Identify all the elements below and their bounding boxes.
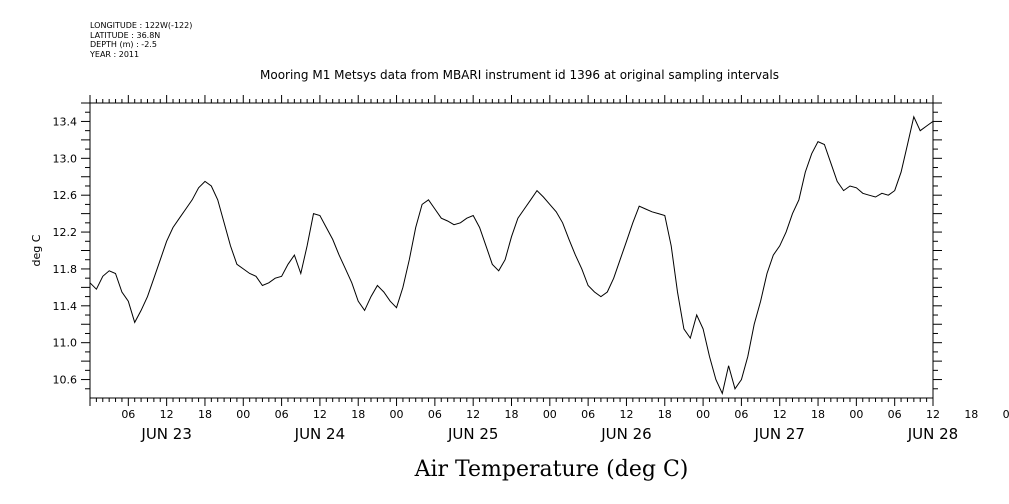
x-tick-label: 00 [1003,408,1009,421]
depth-label: DEPTH (m) : -2.5 [90,40,157,49]
longitude-label: LONGITUDE : 122W(-122) [90,21,193,30]
year-label: YEAR : 2011 [90,49,140,59]
plot-frame [89,102,934,399]
x-tick-label: 18 [198,408,212,421]
x-tick-label: 18 [351,408,365,421]
axis-labels: 06 12 18 00 06 12 18 00 06 12 18 00 06 12 18 00 06 12 18 00… [53,115,1009,443]
y-tick-label: 11.4 [53,300,78,313]
x-tick-label: 18 [658,408,672,421]
series-line-air-temperature [89,115,934,395]
x-tick-label: 18 [505,408,519,421]
x-tick-label: 12 [773,408,787,421]
x-tick-label: 00 [696,408,710,421]
x-tick-label: 06 [581,408,595,421]
x-tick-label: 12 [619,408,633,421]
y-tick-label: 11.0 [53,337,78,350]
latitude-label: LATITUDE : 36.8N [90,30,161,40]
x-tick-label: 06 [428,408,442,421]
x-tick-label: 00 [849,408,863,421]
x-day-label: JUN 26 [600,425,651,443]
x-tick-label: 12 [466,408,480,421]
metadata-block: LONGITUDE : 122W(-122) LATITUDE : 36.8N … [90,21,192,59]
axis-ticks [81,95,942,406]
x-tick-label: 06 [734,408,748,421]
x-tick-label: 12 [313,408,327,421]
x-day-label: JUN 24 [294,425,345,443]
x-tick-label: 06 [275,408,289,421]
y-tick-label: 13.4 [53,115,78,128]
x-tick-label: 12 [160,408,174,421]
x-axis-title: Air Temperature (deg C) [414,457,689,482]
y-tick-label: 13.0 [53,152,78,165]
x-day-label: JUN 28 [907,425,958,443]
y-tick-label: 12.6 [53,189,78,202]
x-tick-label: 06 [888,408,902,421]
x-tick-label: 00 [236,408,250,421]
x-day-label: JUN 25 [447,425,498,443]
chart-title: Mooring M1 Metsys data from MBARI instru… [260,68,779,82]
x-tick-label: 06 [121,408,135,421]
y-axis-label: deg C [30,234,43,266]
x-tick-label: 12 [926,408,940,421]
x-tick-label: 00 [543,408,557,421]
x-tick-label: 18 [811,408,825,421]
y-tick-label: 12.2 [53,226,78,239]
y-tick-label: 11.8 [53,263,78,276]
x-day-label: JUN 23 [140,425,191,443]
x-tick-label: 18 [964,408,978,421]
x-day-label: JUN 27 [753,425,804,443]
x-tick-label: 00 [390,408,404,421]
y-tick-label: 10.6 [53,374,78,387]
